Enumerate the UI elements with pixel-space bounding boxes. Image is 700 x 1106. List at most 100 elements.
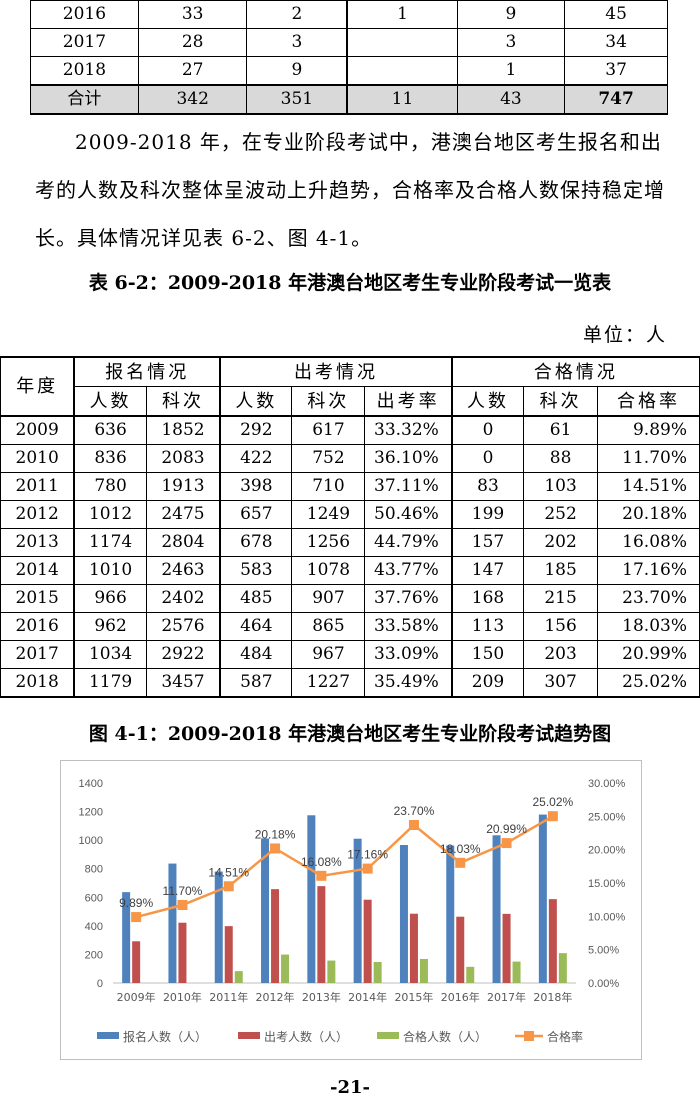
bar-attendance xyxy=(456,916,465,983)
bar-pass xyxy=(281,954,290,983)
subheader-cell: 科次 xyxy=(291,386,366,417)
subheader-cell: 合格率 xyxy=(597,386,700,417)
bar-pass xyxy=(327,960,336,983)
table-row: 2017 1034 2922 484 967 33.09% 150 203 20.99% xyxy=(0,640,700,669)
table-cell: 342 xyxy=(137,84,248,115)
table-cell: 617 xyxy=(291,415,366,445)
table-cell: 215 xyxy=(523,584,599,613)
header-group-attendance: 出考情况 xyxy=(219,356,453,387)
table-cell: 2922 xyxy=(145,640,221,669)
table-cell: 1 xyxy=(346,0,458,29)
bar-pass xyxy=(419,959,428,983)
pass-rate-line xyxy=(135,815,554,919)
y-left-tick-label: 1400 xyxy=(79,778,103,790)
table-cell: 907 xyxy=(291,584,366,613)
bar-attendance xyxy=(409,913,418,983)
table-cell: 747 xyxy=(564,84,668,115)
bar-attendance xyxy=(132,941,141,983)
table-cell: 583 xyxy=(219,556,293,585)
table-cell: 45 xyxy=(564,0,668,29)
pass-rate-marker xyxy=(501,838,512,849)
table-cell: 2463 xyxy=(145,556,221,585)
y-left-tick-label: 0 xyxy=(97,978,103,990)
table-cell: 678 xyxy=(219,528,293,557)
table-cell: 113 xyxy=(450,612,525,641)
table-cell: 3457 xyxy=(145,668,221,698)
table-cell: 17.16% xyxy=(597,556,700,585)
year-cell: 2010 xyxy=(0,444,75,473)
bar-registration xyxy=(214,871,223,983)
table-row: 2011 780 1913 398 710 37.11% 83 103 14.51% xyxy=(0,472,700,501)
body-paragraph: 2009-2018 年，在专业阶段考试中，港澳台地区考生报名和出考的人数及科次整… xyxy=(35,130,665,250)
table-cell: 962 xyxy=(73,612,147,641)
table-cell: 23.70% xyxy=(597,584,700,613)
table-cell: 2016 xyxy=(30,0,139,29)
table-cell: 865 xyxy=(291,612,366,641)
table-cell: 209 xyxy=(450,668,525,698)
bar-pass xyxy=(234,971,243,983)
x-tick-label: 2015年 xyxy=(394,990,433,1004)
y-left-tick-label: 800 xyxy=(85,864,103,876)
x-tick-label: 2011年 xyxy=(209,990,248,1004)
table-cell: 36.10% xyxy=(364,444,453,473)
table-cell: 587 xyxy=(219,668,293,698)
y-right-tick-label: 15.00% xyxy=(588,878,626,890)
header-group-pass: 合格情况 xyxy=(450,356,700,387)
table-row: 2017 28 3 3 34 xyxy=(30,28,668,57)
y-left-tick-label: 400 xyxy=(85,921,103,933)
table-cell: 83 xyxy=(450,472,525,501)
x-tick-label: 2018年 xyxy=(533,990,572,1004)
table-cell: 50.46% xyxy=(364,500,453,529)
pass-rate-marker xyxy=(223,881,234,892)
subheader-cell: 出考率 xyxy=(364,386,453,417)
table-row: 2014 1010 2463 583 1078 43.77% 147 185 17.16% xyxy=(0,556,700,585)
x-tick-label: 2012年 xyxy=(256,990,295,1004)
table-cell: 2475 xyxy=(145,500,221,529)
header-year: 年度 xyxy=(0,356,75,417)
table-cell xyxy=(346,56,458,86)
table-cell: 0 xyxy=(450,444,525,473)
table-cell: 1249 xyxy=(291,500,366,529)
table-cell: 3 xyxy=(246,28,348,57)
table-cell: 307 xyxy=(523,668,599,698)
table-cell: 34 xyxy=(564,28,668,57)
bar-registration xyxy=(399,845,408,983)
table-cell: 33 xyxy=(137,0,248,29)
table-row: 2013 1174 2804 678 1256 44.79% 157 202 16.08% xyxy=(0,528,700,557)
pass-rate-marker xyxy=(547,811,558,822)
table-title: 表 6-2：2009-2018 年港澳台地区考生专业阶段考试一览表 xyxy=(88,272,612,294)
table-row: 2015 966 2402 485 907 37.76% 168 215 23.70% xyxy=(0,584,700,613)
table-cell: 2804 xyxy=(145,528,221,557)
table-cell: 11.70% xyxy=(597,444,700,473)
trend-chart: 0 200 400 600 800 1000 1200 1400 0.00% 5.00% 10.00… xyxy=(60,760,642,1060)
table-cell: 2402 xyxy=(145,584,221,613)
table-cell: 37.11% xyxy=(364,472,453,501)
table-cell: 398 xyxy=(219,472,293,501)
y-right-tick-label: 20.00% xyxy=(588,845,626,857)
year-cell: 2013 xyxy=(0,528,75,557)
table-cell: 16.08% xyxy=(597,528,700,557)
x-tick-label: 2009年 xyxy=(117,990,156,1004)
legend-swatch xyxy=(377,1032,399,1039)
table-cell: 9.89% xyxy=(597,415,700,445)
year-cell: 2009 xyxy=(0,415,75,445)
table-cell: 252 xyxy=(523,500,599,529)
table-cell: 37.76% xyxy=(364,584,453,613)
x-tick-label: 2016年 xyxy=(441,990,480,1004)
table-cell: 464 xyxy=(219,612,293,641)
bar-attendance xyxy=(363,899,372,983)
bar-registration xyxy=(538,814,547,983)
y-right-tick-label: 25.00% xyxy=(588,811,626,823)
bar-attendance xyxy=(224,926,233,983)
page-number: -21- xyxy=(330,1077,370,1098)
table-cell: 185 xyxy=(523,556,599,585)
legend-label: 出考人数（人） xyxy=(264,1029,348,1044)
table-cell: 103 xyxy=(523,472,599,501)
table-cell: 710 xyxy=(291,472,366,501)
table-cell: 203 xyxy=(523,640,599,669)
bar-attendance xyxy=(502,913,511,983)
pass-rate-data-label: 18.03% xyxy=(440,842,481,856)
bar-registration xyxy=(122,892,131,983)
bar-attendance xyxy=(548,899,557,983)
pass-rate-data-label: 23.70% xyxy=(394,804,435,818)
